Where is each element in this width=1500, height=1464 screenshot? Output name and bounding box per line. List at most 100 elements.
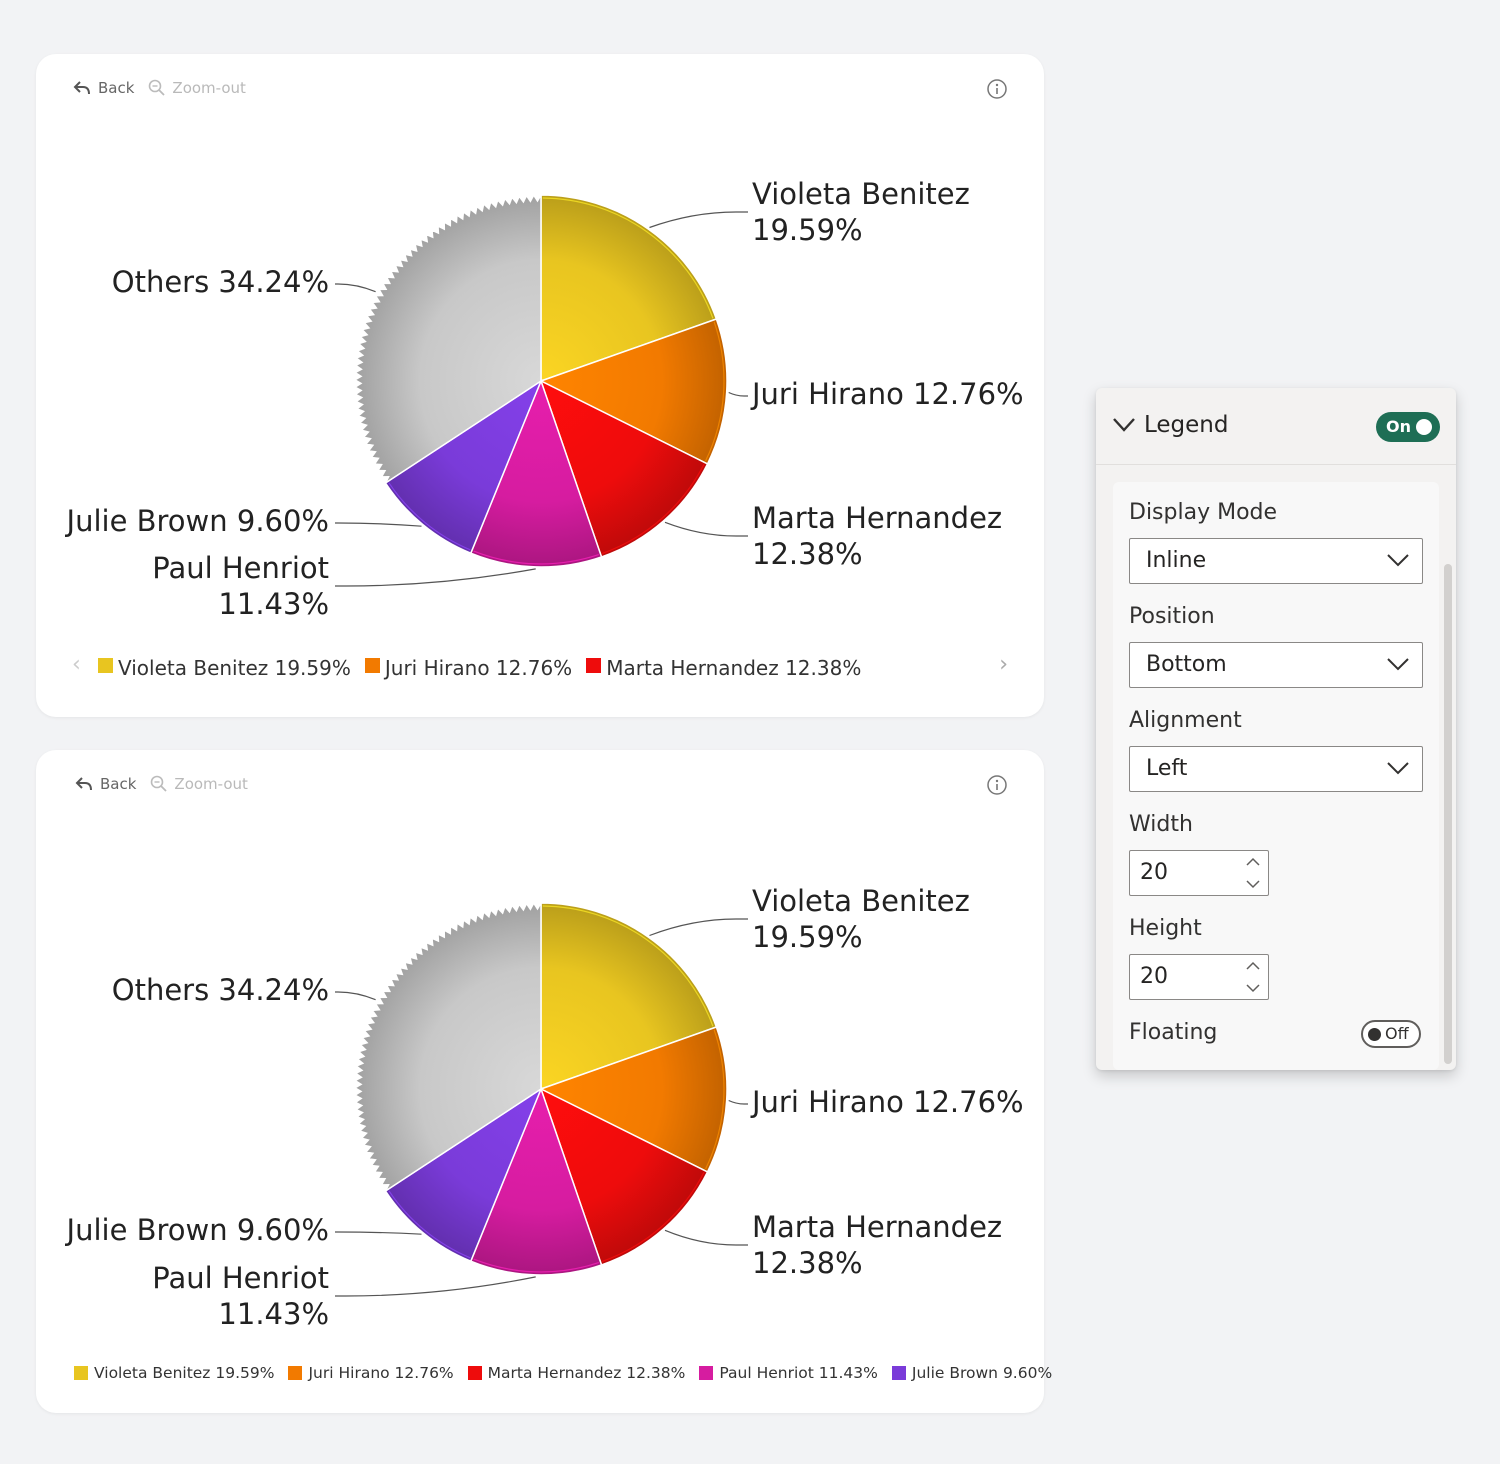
zoom-out-button[interactable]: Zoom-out <box>148 79 246 97</box>
legend-swatch <box>74 1366 88 1380</box>
data-label-violeta-benitez: Violeta Benitez <box>752 177 970 211</box>
data-label-violeta-benitez: Violeta Benitez <box>752 884 970 918</box>
legend-item[interactable]: Juri Hirano 12.76% <box>288 1364 454 1382</box>
alignment-value: Left <box>1146 756 1188 781</box>
slice-rim <box>601 463 705 555</box>
panel-title: Legend <box>1144 412 1229 438</box>
slice-rim <box>705 321 725 462</box>
display-mode-dropdown[interactable]: Inline <box>1129 538 1423 584</box>
legend-item[interactable]: Violeta Benitez 19.59% <box>74 1364 274 1382</box>
height-spinner[interactable]: 20 <box>1129 954 1269 1000</box>
width-label: Width <box>1129 812 1193 837</box>
leader-line <box>335 568 536 587</box>
legend-toggle-label: On <box>1386 417 1411 436</box>
toggle-knob <box>1416 419 1432 435</box>
legend-label: Julie Brown 9.60% <box>911 1364 1053 1382</box>
data-label-julie-brown: Julie Brown 9.60% <box>65 1213 329 1247</box>
info-icon[interactable] <box>986 774 1008 796</box>
spinner-arrows-icon[interactable] <box>1244 960 1262 994</box>
slice-julie-brown[interactable] <box>384 1087 543 1263</box>
slice-julie-brown[interactable] <box>384 379 543 555</box>
display-mode-label: Display Mode <box>1129 500 1278 525</box>
chart-toolbar: Back Zoom-out <box>72 76 260 100</box>
leader-line <box>728 1099 748 1105</box>
legend-next-arrow[interactable]: › <box>999 652 1008 677</box>
legend-prev-arrow[interactable]: ‹ <box>72 652 81 677</box>
legend-label: Juri Hirano 12.76% <box>384 656 573 680</box>
height-value: 20 <box>1140 964 1168 989</box>
back-button[interactable]: Back <box>74 775 136 793</box>
slice-rim <box>705 1029 725 1170</box>
back-button[interactable]: Back <box>72 79 134 97</box>
legend-label: Paul Henriot 11.43% <box>719 1364 878 1382</box>
leader-line <box>664 1229 748 1246</box>
slice-marta-hernandez[interactable] <box>539 379 709 558</box>
leader-line <box>335 1231 422 1235</box>
pie-chart-card-2: Back Zoom-out Violeta Benitez 19.59% Juri … <box>36 750 1052 1413</box>
data-label-others: Others 34.24% <box>112 265 329 299</box>
panel-scrollbar[interactable] <box>1444 564 1452 1064</box>
slice-marta-hernandez[interactable] <box>539 1087 709 1266</box>
floating-toggle[interactable]: Off <box>1361 1020 1421 1048</box>
legend-item[interactable]: Julie Brown 9.60% <box>891 1364 1053 1382</box>
legend-swatch <box>467 1366 482 1380</box>
legend-format-panel: Legend On Display Mode Inline Position B… <box>1096 388 1456 1070</box>
slice-rim <box>601 1171 705 1263</box>
leader-line <box>335 1276 536 1297</box>
info-icon[interactable] <box>986 78 1008 100</box>
leader-line <box>649 918 748 937</box>
legend-item[interactable]: Paul Henriot 11.43% <box>699 1364 878 1382</box>
slice-juri-hirano[interactable] <box>539 318 728 465</box>
legend-label: Violeta Benitez 19.59% <box>118 656 351 680</box>
position-label: Position <box>1129 604 1215 629</box>
alignment-label: Alignment <box>1129 708 1242 733</box>
data-label-juri-hirano: Juri Hirano 12.76% <box>750 1085 1024 1119</box>
position-dropdown[interactable]: Bottom <box>1129 642 1423 688</box>
legend-swatch <box>891 1366 906 1380</box>
data-label-paul-henriot: Paul Henriot <box>152 551 329 585</box>
chevron-down-icon <box>1387 554 1409 567</box>
leader-line <box>335 283 376 293</box>
legend-label: Marta Hernandez 12.38% <box>487 1364 686 1382</box>
slice-paul-henriot[interactable] <box>469 1086 603 1276</box>
legend-item[interactable]: Juri Hirano 12.76% <box>364 656 573 680</box>
floating-toggle-label: Off <box>1385 1024 1409 1043</box>
zoom-out-icon <box>151 775 168 792</box>
leader-line <box>335 991 376 1001</box>
slice-paul-henriot[interactable] <box>469 378 603 568</box>
slice-rim <box>388 482 471 551</box>
legend-item[interactable]: Marta Hernandez 12.38% <box>586 656 861 680</box>
data-label-paul-henriot: Paul Henriot <box>152 1261 329 1295</box>
slice-others[interactable] <box>353 900 542 1194</box>
zoom-out-label: Zoom-out <box>174 775 248 793</box>
back-arrow-icon <box>73 81 90 95</box>
data-label-marta-hernandez: Marta Hernandez <box>752 1210 1002 1244</box>
data-value-paul-henriot: 11.43% <box>218 1297 329 1331</box>
chevron-down-icon[interactable] <box>1112 416 1136 434</box>
toggle-knob <box>1368 1028 1381 1041</box>
data-label-julie-brown: Julie Brown 9.60% <box>65 504 329 538</box>
alignment-dropdown[interactable]: Left <box>1129 746 1423 792</box>
data-label-marta-hernandez: Marta Hernandez <box>752 501 1002 535</box>
data-value-marta-hernandez: 12.38% <box>752 1246 863 1280</box>
back-label: Back <box>98 79 135 97</box>
legend-item[interactable]: Marta Hernandez 12.38% <box>467 1364 686 1382</box>
legend-section-header[interactable]: Legend On <box>1096 388 1456 465</box>
legend-swatch <box>98 657 113 673</box>
legend-toggle[interactable]: On <box>1376 412 1440 442</box>
slice-juri-hirano[interactable] <box>539 1026 728 1173</box>
legend-2: Violeta Benitez 19.59% Juri Hirano 12.76%… <box>74 1364 1066 1382</box>
data-value-violeta-benitez: 19.59% <box>752 920 863 954</box>
data-value-violeta-benitez: 19.59% <box>752 213 863 247</box>
leader-line <box>649 211 748 229</box>
width-spinner[interactable]: 20 <box>1129 850 1269 896</box>
spinner-arrows-icon[interactable] <box>1244 856 1262 890</box>
legend-item[interactable]: Violeta Benitez 19.59% <box>98 656 351 680</box>
slice-others[interactable] <box>353 192 542 486</box>
leader-line <box>335 522 422 527</box>
slice-rim <box>473 1258 599 1273</box>
legend-label: Violeta Benitez 19.59% <box>94 1364 275 1382</box>
slice-rim <box>388 1190 471 1259</box>
pie-chart-card-1: Back Zoom-out Violeta Benitez 19.59% Juri … <box>36 54 1044 717</box>
zoom-out-button[interactable]: Zoom-out <box>150 775 248 793</box>
